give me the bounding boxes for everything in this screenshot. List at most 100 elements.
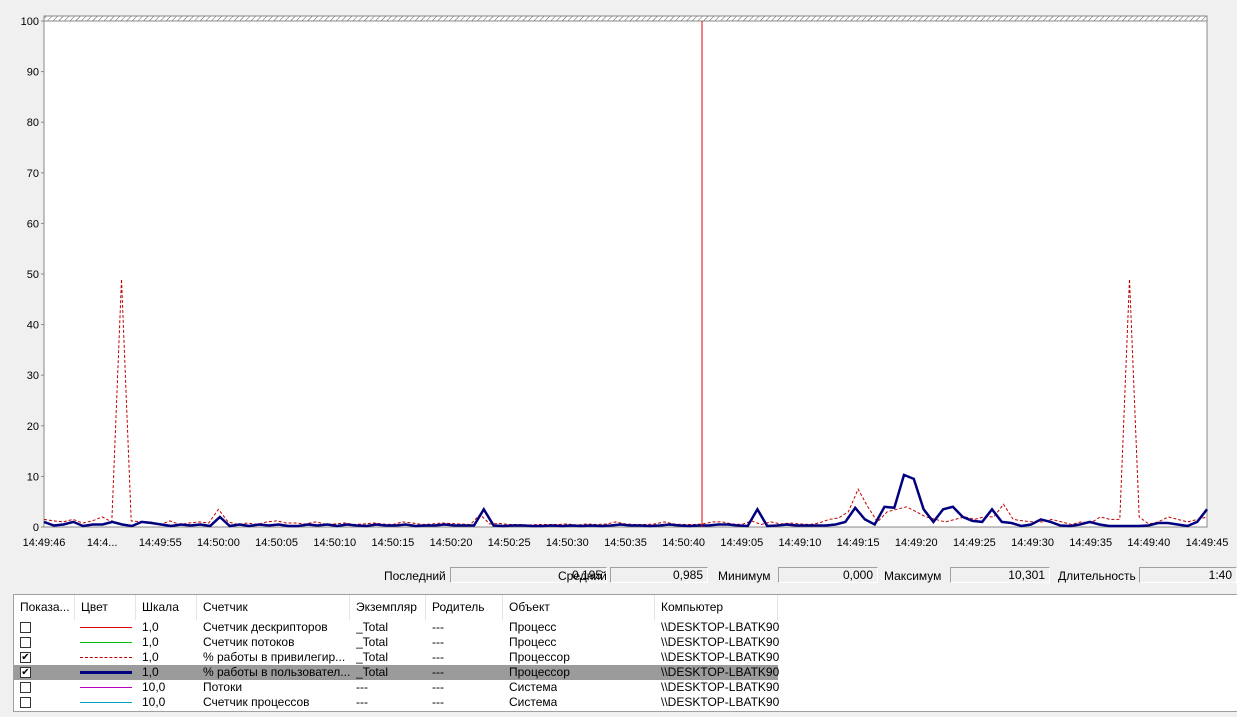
x-tick-label: 14:49:55 (139, 537, 182, 549)
col-scale[interactable]: Шкала (136, 595, 197, 620)
color-swatch (80, 642, 132, 643)
x-tick-label: 14:50:30 (546, 537, 589, 549)
legend-row[interactable]: 1,0 Счетчик дескрипторов _Total --- Процесс \… (14, 620, 779, 635)
x-tick-label: 14:4... (87, 537, 118, 549)
parent-cell: --- (432, 665, 444, 679)
object-cell: Система (509, 680, 558, 694)
y-tick-label: 100 (21, 16, 39, 28)
x-tick-label: 14:50:25 (488, 537, 531, 549)
x-tick-label: 14:49:46 (23, 537, 66, 549)
last-value: 0,195 (450, 567, 607, 583)
counter-legend-table[interactable]: Показа... Цвет Шкала Счетчик Экземпляр Р… (13, 594, 1237, 712)
duration-value: 1:40 (1139, 567, 1237, 583)
y-tick-label: 90 (27, 67, 39, 79)
scale-cell: 1,0 (142, 635, 159, 649)
legend-header: Показа... Цвет Шкала Счетчик Экземпляр Р… (14, 595, 1237, 620)
scale-cell: 1,0 (142, 665, 159, 679)
computer-cell: \\DESKTOP-LBATK90 (661, 650, 780, 664)
color-swatch (80, 657, 132, 658)
x-tick-label: 14:49:40 (1127, 537, 1170, 549)
x-tick-label: 14:50:35 (604, 537, 647, 549)
average-value: 0,985 (610, 567, 708, 583)
show-checkbox[interactable] (20, 697, 31, 708)
y-tick-label: 0 (33, 522, 39, 534)
instance-cell: _Total (356, 650, 389, 664)
counter-cell: % работы в пользовател... (203, 665, 351, 679)
x-tick-label: 14:49:20 (895, 537, 938, 549)
x-tick-label: 14:50:40 (662, 537, 705, 549)
y-tick-label: 70 (27, 168, 39, 180)
parent-cell: --- (432, 680, 444, 694)
legend-row[interactable]: ✔ 1,0 % работы в пользовател... _Total --- Пр… (14, 665, 779, 680)
color-swatch (80, 687, 132, 688)
y-tick-label: 20 (27, 421, 39, 433)
instance-cell: --- (356, 695, 368, 709)
show-checkbox[interactable] (20, 682, 31, 693)
instance-cell: _Total (356, 635, 389, 649)
col-counter[interactable]: Счетчик (197, 595, 350, 620)
instance-cell: _Total (356, 620, 389, 634)
instance-cell: _Total (356, 665, 389, 679)
counter-cell: Счетчик потоков (203, 635, 295, 649)
parent-cell: --- (432, 650, 444, 664)
x-tick-label: 14:50:20 (430, 537, 473, 549)
legend-row[interactable]: ✔ 1,0 % работы в привилегир... _Total --- Про… (14, 650, 780, 665)
x-tick-label: 14:50:15 (371, 537, 414, 549)
object-cell: Процессор (509, 650, 570, 664)
x-tick-label: 14:49:30 (1011, 537, 1054, 549)
legend-row[interactable]: 1,0 Счетчик потоков _Total --- Процесс \\DESK… (14, 635, 779, 650)
object-cell: Процессор (509, 665, 570, 679)
computer-cell: \\DESKTOP-LBATK90 (661, 680, 780, 694)
statistics-bar: Последний 0,195 Средний 0,985 Минимум 0,… (0, 565, 1237, 587)
scale-cell: 1,0 (142, 620, 159, 634)
last-label: Последний (384, 569, 446, 583)
y-tick-label: 60 (27, 218, 39, 230)
parent-cell: --- (432, 635, 444, 649)
counter-cell: Счетчик процессов (203, 695, 310, 709)
y-tick-label: 30 (27, 370, 39, 382)
x-tick-label: 14:49:10 (779, 537, 822, 549)
col-computer[interactable]: Компьютер (655, 595, 778, 620)
plot-area (43, 15, 1208, 528)
color-swatch (80, 627, 132, 628)
y-tick-label: 80 (27, 117, 39, 129)
overflow-hatch (43, 15, 1208, 22)
performance-chart: 0 10 20 30 40 50 60 70 80 90 100 14:49:46 14:4... 14… (21, 15, 1229, 549)
series-line-1 (43, 473, 1208, 528)
show-checkbox[interactable] (20, 637, 31, 648)
col-instance[interactable]: Экземпляр (350, 595, 426, 620)
duration-label: Длительность (1058, 569, 1136, 583)
x-tick-label: 14:50:05 (255, 537, 298, 549)
scale-cell: 10,0 (142, 680, 166, 694)
x-tick-label: 14:49:25 (953, 537, 996, 549)
object-cell: Процесс (509, 620, 557, 634)
minimum-value: 0,000 (778, 567, 878, 583)
y-tick-label: 10 (27, 471, 39, 483)
col-show[interactable]: Показа... (14, 595, 75, 620)
legend-body: 1,0 Счетчик дескрипторов _Total --- Процесс \… (14, 620, 1237, 710)
counter-cell: % работы в привилегир... (203, 650, 346, 664)
x-tick-label: 14:49:35 (1069, 537, 1112, 549)
parent-cell: --- (432, 695, 444, 709)
color-swatch (80, 671, 132, 674)
minimum-label: Минимум (718, 569, 771, 583)
x-tick-label: 14:49:45 (1186, 537, 1229, 549)
scale-cell: 1,0 (142, 650, 159, 664)
color-swatch (80, 702, 132, 703)
show-checkbox[interactable] (20, 622, 31, 633)
legend-row[interactable]: 10,0 Потоки --- --- Система \\DESKTOP-LBATK90 (14, 680, 780, 695)
x-tick-label: 14:49:15 (837, 537, 880, 549)
object-cell: Система (509, 695, 558, 709)
col-parent[interactable]: Родитель (426, 595, 503, 620)
col-color[interactable]: Цвет (75, 595, 136, 620)
parent-cell: --- (432, 620, 444, 634)
x-tick-label: 14:49:05 (720, 537, 763, 549)
instance-cell: --- (356, 680, 368, 694)
legend-row[interactable]: 10,0 Счетчик процессов --- --- Система \\DESK… (14, 695, 779, 710)
col-object[interactable]: Объект (503, 595, 655, 620)
y-tick-label: 40 (27, 320, 39, 332)
counter-cell: Потоки (203, 680, 243, 694)
show-checkbox[interactable]: ✔ (20, 652, 31, 663)
maximum-value: 10,301 (950, 567, 1050, 583)
show-checkbox[interactable]: ✔ (20, 667, 31, 678)
